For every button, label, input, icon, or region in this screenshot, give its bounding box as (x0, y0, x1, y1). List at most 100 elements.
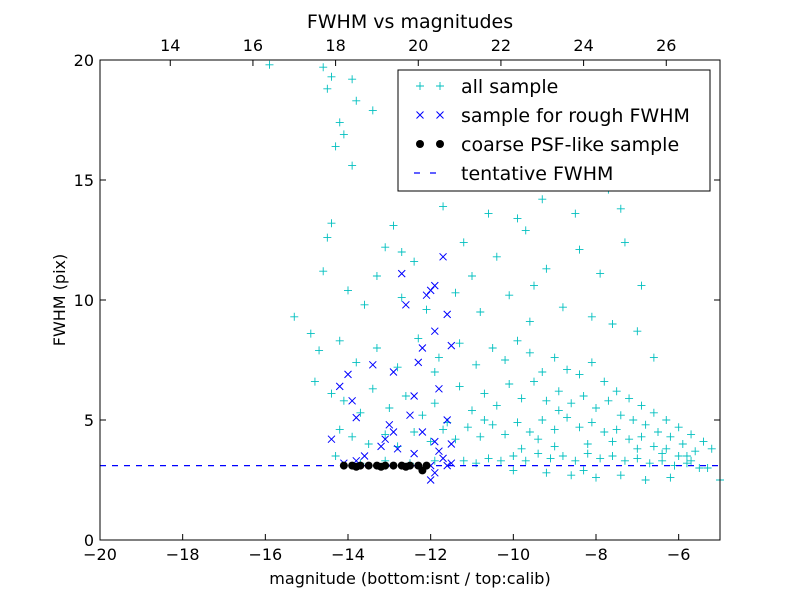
psf-sample-point (401, 462, 410, 471)
all-sample-point (372, 272, 381, 280)
all-sample-point (525, 428, 534, 436)
all-sample-point (608, 452, 617, 460)
all-sample-point (484, 454, 493, 463)
all-sample-point (554, 387, 563, 396)
legend-marker-psf-sample (436, 140, 444, 148)
all-sample-point (393, 363, 402, 372)
all-sample-point (463, 423, 472, 432)
all-sample-point (542, 396, 551, 405)
x-tick-label: −18 (166, 545, 200, 564)
all-sample-point (558, 303, 567, 312)
rough-sample-point (397, 269, 406, 278)
all-sample-point (451, 288, 460, 297)
all-sample-point (348, 432, 357, 441)
all-sample-point (430, 456, 439, 465)
all-sample-point (649, 408, 658, 417)
all-sample-point (666, 432, 675, 441)
rough-sample-point (447, 341, 456, 350)
all-sample-point (558, 452, 567, 460)
all-sample-point (426, 437, 435, 446)
all-sample-point (480, 416, 489, 424)
all-sample-point (592, 473, 600, 482)
all-sample-point (612, 387, 621, 396)
y-tick-label: 5 (84, 411, 94, 430)
top-x-tick-label: 16 (243, 36, 263, 55)
all-sample-point (315, 346, 324, 355)
all-sample-point (410, 257, 419, 266)
all-sample-point (459, 456, 468, 465)
y-axis-label: FWHM (pix) (50, 254, 69, 347)
all-sample-point (430, 399, 439, 408)
all-sample-point (397, 293, 406, 302)
rough-sample-point (381, 435, 390, 444)
legend-box (397, 69, 711, 192)
top-x-tick-label: 20 (408, 36, 428, 55)
all-sample-point (455, 382, 464, 391)
all-sample-point (335, 118, 344, 127)
rough-sample-point (439, 252, 447, 261)
all-sample-point (550, 442, 559, 451)
all-sample-point (451, 435, 460, 444)
all-sample-point (538, 416, 547, 424)
all-sample-point (542, 264, 551, 273)
all-sample-point (546, 454, 555, 463)
rough-sample-point (344, 370, 352, 379)
psf-sample-point (389, 461, 398, 470)
top-x-tick-label: 24 (573, 36, 593, 55)
rough-sample-point (414, 358, 423, 367)
all-sample-point (290, 312, 299, 321)
x-axis-label: magnitude (bottom:isnt / top:calib) (269, 569, 550, 588)
all-sample-point (662, 444, 671, 453)
rough-sample-point (447, 440, 456, 448)
all-sample-point (517, 394, 526, 403)
all-sample-point (356, 408, 365, 417)
rough-sample-point (430, 468, 439, 477)
rough-sample-point (377, 442, 385, 451)
all-sample-point (616, 471, 625, 480)
all-sample-point (583, 440, 592, 448)
all-sample-point (649, 353, 658, 362)
rough-sample-point (410, 449, 418, 458)
all-sample-point (385, 404, 394, 412)
all-sample-point (517, 444, 526, 453)
all-sample-point (505, 380, 514, 388)
all-sample-point (513, 214, 522, 223)
all-sample-point (674, 452, 683, 460)
all-sample-point (707, 444, 716, 453)
all-sample-point (687, 430, 696, 439)
all-sample-point (306, 329, 315, 338)
all-sample-point (505, 291, 514, 300)
all-sample-point (620, 456, 629, 465)
x-tick-label: −12 (414, 545, 448, 564)
y-tick-label: 20 (74, 51, 94, 70)
all-sample-point (637, 401, 646, 410)
all-sample-point (265, 60, 274, 69)
legend-marker-rough-sample (416, 111, 424, 119)
rough-sample-point (385, 420, 394, 429)
all-sample-point (629, 416, 638, 424)
all-sample-point (571, 456, 580, 465)
rough-sample-point (447, 459, 456, 468)
axis-ticks: −20 −18 −16 −14 −12 −10 −8 −6 0 5 10 15 20 14 16 18 20 22… (74, 36, 720, 564)
legend-label-tentative-fwhm: tentative FWHM (461, 163, 613, 185)
all-sample-point (699, 437, 708, 446)
all-sample-point (633, 454, 642, 463)
all-sample-point (319, 267, 328, 276)
x-tick-label: −20 (83, 545, 117, 564)
all-sample-point (571, 209, 580, 218)
legend-label-all-sample: all sample (461, 76, 558, 98)
legend-marker-all-sample (416, 82, 424, 90)
all-sample-point (604, 396, 613, 405)
all-sample-point (620, 238, 629, 247)
all-sample-point (592, 404, 600, 412)
all-sample-point (335, 425, 344, 434)
y-tick-label: 10 (74, 291, 94, 310)
all-sample-point (658, 456, 667, 465)
all-sample-point (563, 413, 572, 422)
all-sample-point (381, 243, 390, 252)
all-sample-point (331, 142, 340, 151)
all-sample-point (608, 320, 617, 328)
psf-sample-point (364, 461, 373, 470)
top-x-tick-label: 18 (325, 36, 345, 55)
all-sample-point (348, 161, 357, 170)
